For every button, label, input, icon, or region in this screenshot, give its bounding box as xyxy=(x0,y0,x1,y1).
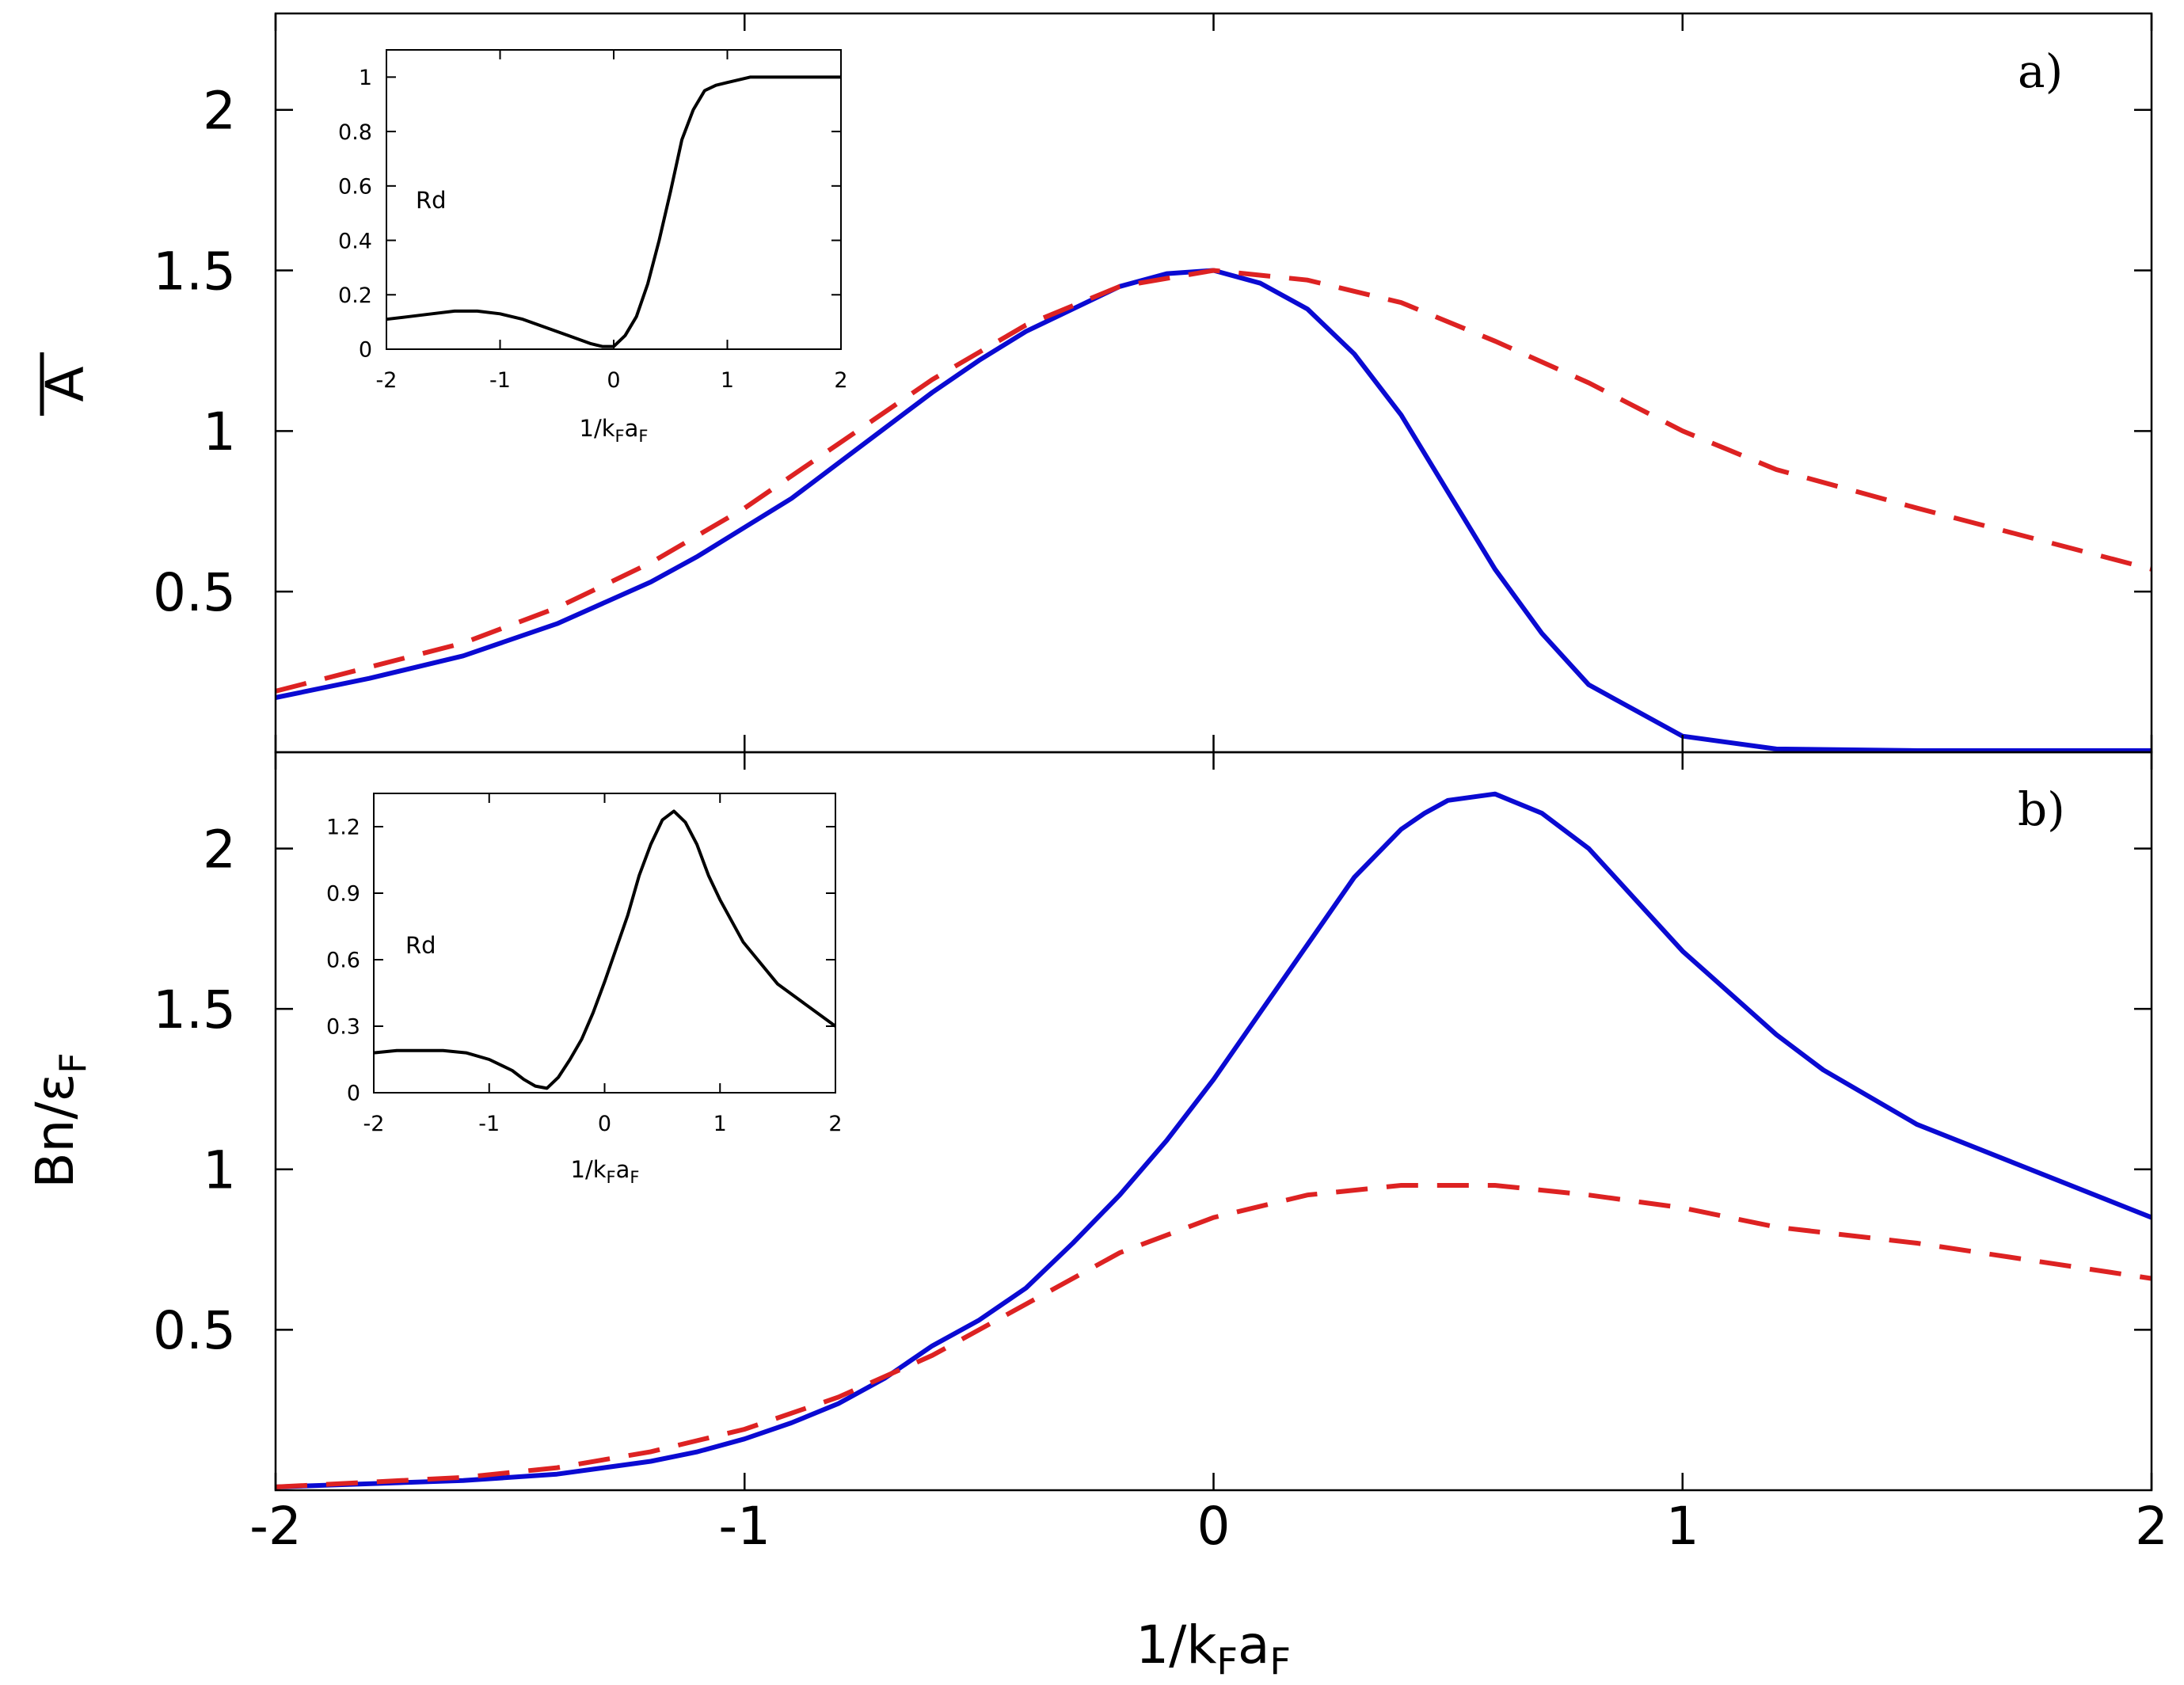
inset-a-ytick-label: 0 xyxy=(359,338,372,363)
inset-a-ytick-label: 1 xyxy=(359,66,372,90)
inset-a-ytick-label: 0.6 xyxy=(338,175,372,200)
inset-a-xlabel-mid: a xyxy=(625,415,639,442)
inset-b-ytick-label: 0 xyxy=(347,1082,360,1106)
panel-a-ytick-label: 1 xyxy=(203,401,236,462)
panel-b-ticks: -2 -1 0 1 2 0.5 1 1.5 2 xyxy=(153,752,2168,1557)
panel-b-xtick-label: 1 xyxy=(1666,1496,1699,1557)
inset-b-ytick-label: 1.2 xyxy=(326,816,360,840)
inset-b-series xyxy=(373,809,837,1090)
panel-b-xtick-label: -1 xyxy=(718,1496,770,1557)
panel-b-line-solid xyxy=(275,791,2153,1489)
panel-b-ylabel-main: Bn/ε xyxy=(25,1074,86,1189)
panel-b-ylabel: Bn/εF xyxy=(25,1052,94,1189)
panel-a-series xyxy=(275,268,2152,753)
inset-b-xtick-label: 1 xyxy=(713,1112,727,1136)
inset-b-xtick-label: -1 xyxy=(478,1112,500,1136)
panel-a-ticks: 0.5 1 1.5 2 xyxy=(153,13,2153,752)
inset-b-line-Rd xyxy=(373,809,837,1090)
inset-a-line-Rd xyxy=(386,75,841,348)
panel-b: -2 -1 0 1 20.511.52 b) Bn/εF xyxy=(25,751,2168,1557)
panel-b-xtick-label: 0 xyxy=(1197,1496,1231,1557)
inset-a-frame xyxy=(386,49,842,350)
panel-b-ytick-label: 1.5 xyxy=(153,979,236,1040)
inset-a-xlabel-sub1: F xyxy=(615,427,625,446)
panel-a-ylabel: A xyxy=(35,352,96,416)
panel-a: 0.5 1 1.5 2 a) A xyxy=(35,12,2153,754)
panel-b-ytick-label: 2 xyxy=(203,819,236,880)
panel-a-ytick-label: 0.5 xyxy=(153,562,236,623)
inset-a-xtick-label: 1 xyxy=(721,368,734,393)
x-axis-title-mid: a xyxy=(1238,1615,1269,1675)
panel-a-ylabel-text: A xyxy=(35,366,96,401)
inset-b-xtick-label: -2 xyxy=(363,1112,385,1136)
inset-b-xlabel: 1/kFaF xyxy=(571,1156,640,1187)
panel-b-label: b) xyxy=(2018,782,2065,836)
inset-b-xtick-label: 2 xyxy=(828,1112,842,1136)
panel-a-line-dashed xyxy=(275,268,2152,694)
inset-b-ylabel: Rd xyxy=(405,932,436,959)
panel-b-ytick-label: 1 xyxy=(203,1140,236,1201)
inset-b-ticks: -2 -1 0 1 2 0 0.3 0.6 0.9 1.2 xyxy=(326,793,843,1136)
panel-b-ytick-label: 0.5 xyxy=(153,1300,236,1361)
inset-b-xlabel-sub2: F xyxy=(630,1168,639,1187)
x-axis-title-pre: 1/k xyxy=(1136,1615,1217,1675)
panel-b-xtick-label: -2 xyxy=(249,1496,302,1557)
inset-a-ytick-label: 0.4 xyxy=(338,229,372,253)
inset-a-ylabel: Rd xyxy=(416,187,447,214)
inset-a-xtick-label: -1 xyxy=(489,368,511,393)
panel-b-ylabel-sub: F xyxy=(51,1052,94,1073)
inset-a-xlabel-sub2: F xyxy=(638,427,648,446)
inset-b-xlabel-sub1: F xyxy=(607,1168,616,1187)
inset-b: -2 -1 0 1 200.30.60.91.2 Rd 1/kFaF xyxy=(326,793,843,1187)
panel-b-line-dashed xyxy=(275,1183,2152,1489)
inset-a-xlabel-pre: 1/k xyxy=(580,415,615,442)
inset-b-frame xyxy=(373,793,836,1094)
inset-b-xlabel-mid: a xyxy=(616,1156,630,1183)
inset-b-xlabel-pre: 1/k xyxy=(571,1156,607,1183)
inset-a: -2 -1 0 1 200.20.40.60.81 Rd 1/kFaF xyxy=(338,49,848,446)
panel-a-ytick-label: 1.5 xyxy=(153,241,236,302)
x-axis-title: 1/kFaF xyxy=(1136,1615,1291,1683)
panel-a-ytick-label: 2 xyxy=(203,81,236,142)
inset-a-xtick-label: 0 xyxy=(607,368,620,393)
inset-a-ticks: -2 -1 0 1 2 0 0.2 0.4 0.6 0.8 1 xyxy=(338,50,848,393)
panel-b-xtick-label: 2 xyxy=(2135,1496,2168,1557)
panel-b-series xyxy=(275,791,2153,1489)
panel-a-label: a) xyxy=(2018,44,2063,98)
inset-a-series xyxy=(386,75,841,348)
inset-b-ytick-label: 0.6 xyxy=(326,949,360,973)
inset-b-xtick-label: 0 xyxy=(598,1112,611,1136)
inset-a-xtick-label: -2 xyxy=(376,368,398,393)
x-axis-title-sub2: F xyxy=(1269,1640,1290,1683)
inset-b-ytick-label: 0.9 xyxy=(326,882,360,907)
inset-b-ytick-label: 0.3 xyxy=(326,1015,360,1040)
inset-a-xtick-label: 2 xyxy=(834,368,847,393)
inset-a-ytick-label: 0.2 xyxy=(338,283,372,308)
inset-a-ytick-label: 0.8 xyxy=(338,120,372,145)
x-axis-title-sub1: F xyxy=(1217,1640,1238,1683)
inset-a-xlabel: 1/kFaF xyxy=(580,415,649,446)
